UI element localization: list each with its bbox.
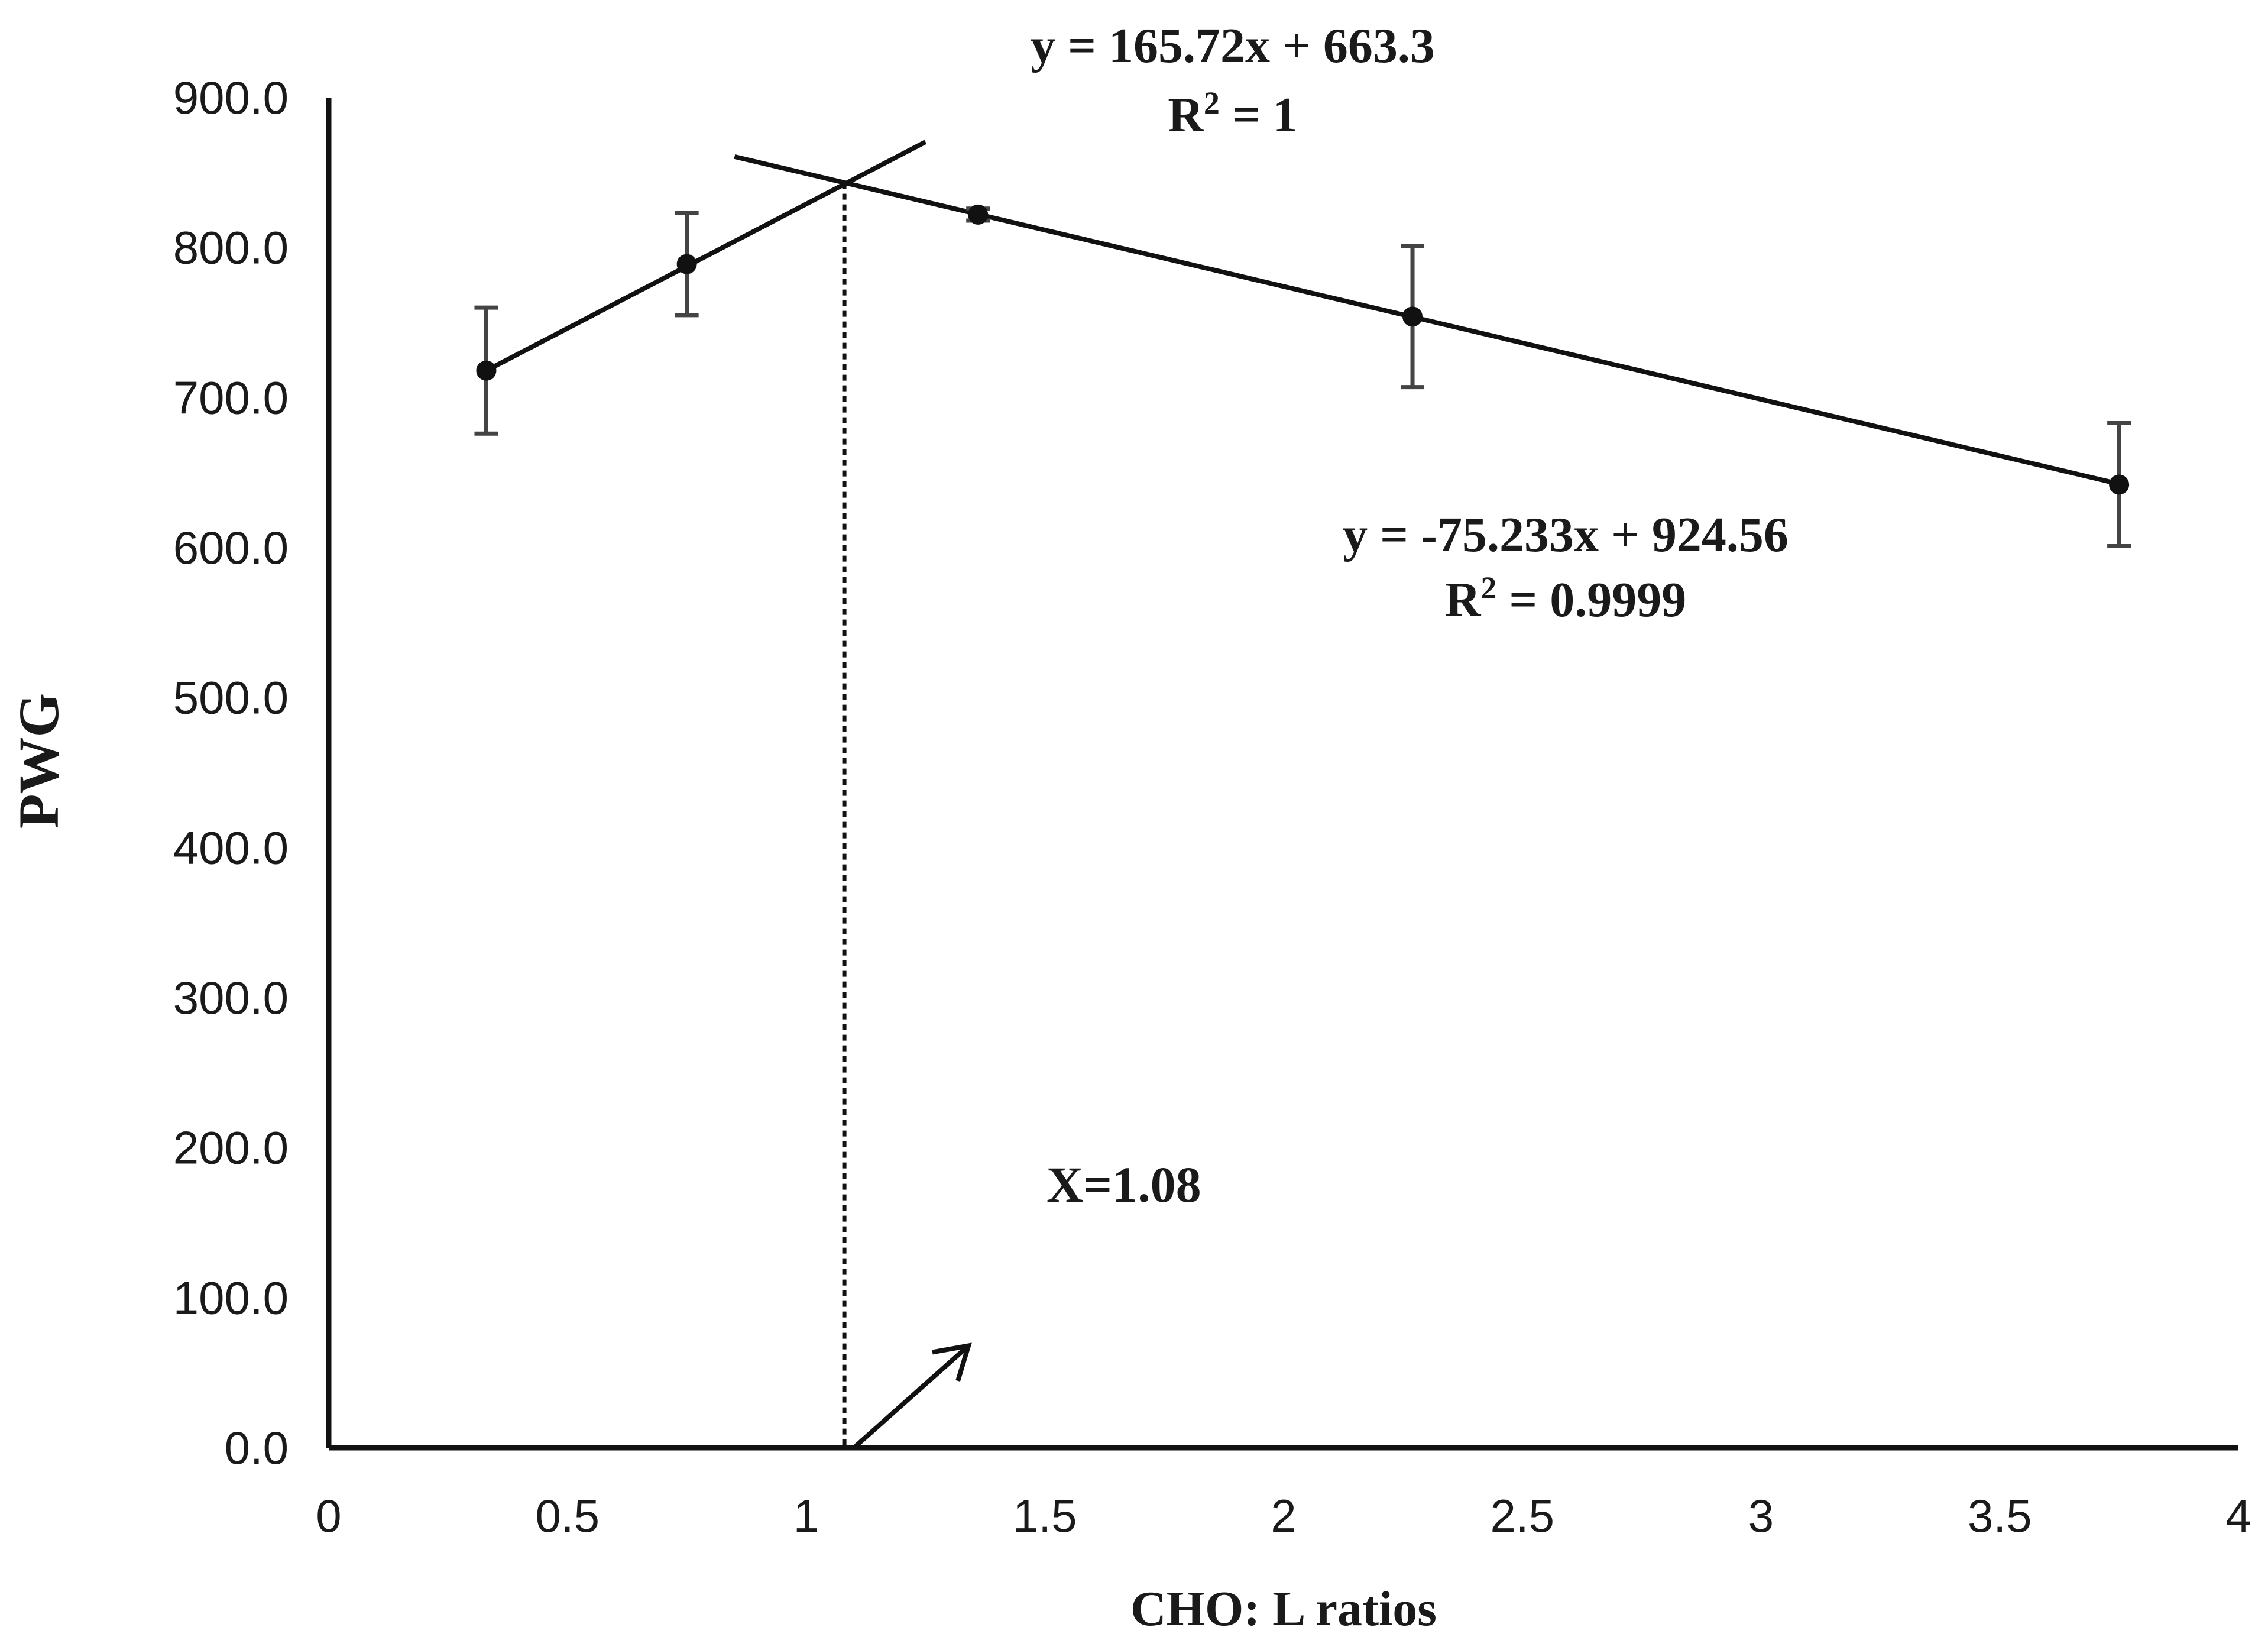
y-tick-label: 400.0 <box>173 821 289 874</box>
x-tick-label: 0.5 <box>536 1490 600 1542</box>
trendline-1-r2: R2 = 1 <box>1168 85 1298 143</box>
x-axis-title: CHO: L ratios <box>1130 1581 1437 1636</box>
x-tick-label: 3.5 <box>1968 1490 2032 1542</box>
x-tick-label: 0 <box>316 1490 341 1542</box>
x-tick-label: 4 <box>2225 1490 2251 1542</box>
y-tick-label: 700.0 <box>173 371 289 423</box>
trendline-2 <box>734 154 2120 487</box>
trendline-1-equation: y = 165.72x + 663.3 <box>1031 18 1435 73</box>
axes <box>326 98 2238 1451</box>
breakpoint-arrow <box>852 1342 972 1450</box>
y-tick-label: 600.0 <box>173 522 289 574</box>
data-points <box>476 204 2130 495</box>
trendlines <box>485 140 2120 487</box>
data-point <box>2109 474 2130 495</box>
data-point <box>476 360 497 381</box>
y-tick-label: 500.0 <box>173 672 289 724</box>
x-tick-label: 2 <box>1271 1490 1296 1542</box>
y-tick-label: 200.0 <box>173 1122 289 1174</box>
trendline-2-r2-exponent: 2 <box>1480 570 1496 606</box>
trendline-2-r2-value: = 0.9999 <box>1496 572 1686 627</box>
y-axis-title: PWG <box>7 693 70 829</box>
trendline-1-r2-value: = 1 <box>1220 88 1298 143</box>
trendline-2-r2-prefix: R <box>1445 572 1482 627</box>
data-point <box>676 254 697 274</box>
x-tick-label: 3 <box>1748 1490 1774 1542</box>
y-tick-label: 0.0 <box>225 1422 289 1474</box>
x-tick-label: 1.5 <box>1013 1490 1077 1542</box>
y-tick-label: 300.0 <box>173 972 289 1024</box>
trendline-1 <box>485 140 927 373</box>
trendline-1-r2-exponent: 2 <box>1204 85 1220 121</box>
error-bars <box>474 206 2131 548</box>
trendline-2-r2: R2 = 0.9999 <box>1445 570 1687 627</box>
x-tick-labels: 0 0.5 1 1.5 2 2.5 3 3.5 4 <box>316 1490 2251 1542</box>
breakpoint-label: X=1.08 <box>1046 1156 1201 1213</box>
arrow-head <box>932 1342 972 1382</box>
trendline-2-equation: y = -75.233x + 924.56 <box>1343 507 1789 562</box>
trendline-1-r2-prefix: R <box>1168 88 1204 143</box>
data-point <box>1402 306 1423 327</box>
y-tick-label: 100.0 <box>173 1272 289 1324</box>
y-tick-label: 900.0 <box>173 72 289 124</box>
data-point <box>968 204 989 225</box>
y-tick-labels: 0.0 100.0 200.0 300.0 400.0 500.0 600.0 700.0 80… <box>173 72 289 1474</box>
x-tick-label: 1 <box>793 1490 819 1542</box>
arrow-shaft <box>852 1344 970 1450</box>
x-tick-label: 2.5 <box>1491 1490 1554 1542</box>
y-tick-label: 800.0 <box>173 222 289 274</box>
